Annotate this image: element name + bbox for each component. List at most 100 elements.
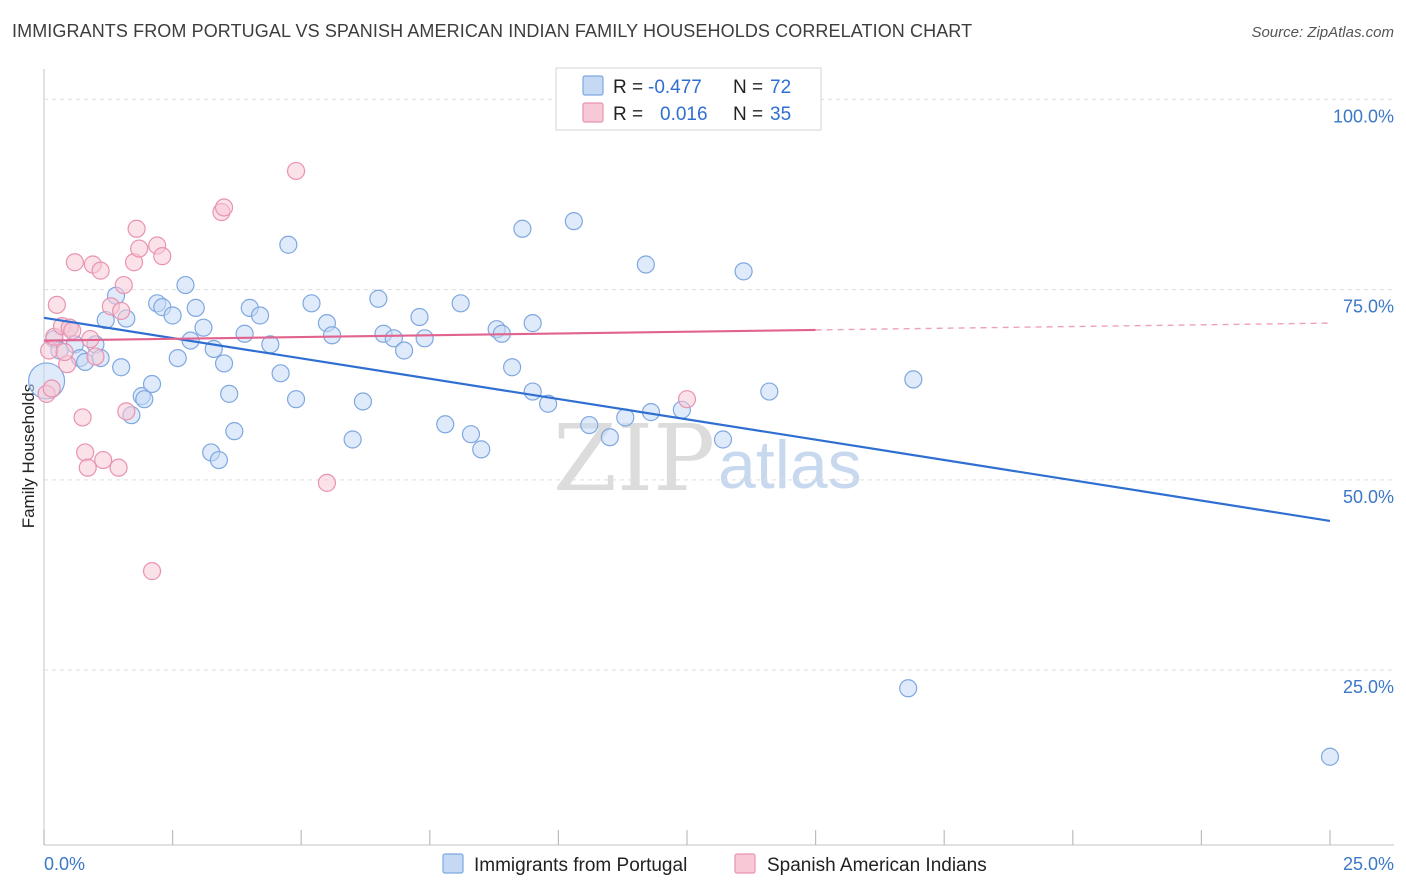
point-portugal xyxy=(564,212,583,231)
point-spanish-american-indian xyxy=(286,161,306,181)
point-portugal xyxy=(415,329,434,348)
watermark: ZIP atlas xyxy=(553,405,862,512)
point-portugal xyxy=(112,358,131,377)
point-spanish-american-indian xyxy=(109,458,128,477)
point-spanish-american-indian xyxy=(47,295,66,314)
point-spanish-american-indian xyxy=(112,301,131,321)
point-portugal xyxy=(176,275,195,295)
point-portugal xyxy=(513,219,532,238)
point-spanish-american-indian xyxy=(55,342,74,362)
point-portugal xyxy=(235,324,254,343)
point-spanish-american-indian xyxy=(65,253,84,272)
point-portugal xyxy=(186,298,205,317)
point-portugal xyxy=(1320,747,1340,766)
point-portugal xyxy=(760,382,779,401)
y-tick-label: 25.0% xyxy=(1343,677,1394,697)
point-spanish-american-indian xyxy=(117,402,136,421)
trend-line-spanish-american-indian xyxy=(43,328,816,342)
y-axis-label: Family Households xyxy=(19,384,38,529)
chart-title: IMMIGRANTS FROM PORTUGAL VS SPANISH AMER… xyxy=(12,21,973,41)
point-spanish-american-indian xyxy=(78,458,97,477)
point-portugal xyxy=(436,415,455,434)
legend-n-label: N = xyxy=(733,77,763,98)
point-portugal xyxy=(410,307,429,327)
y-tick-label: 100.0% xyxy=(1333,106,1394,126)
legend-swatch-spanish-american-indian xyxy=(582,102,604,123)
point-portugal xyxy=(194,318,213,337)
y-tick-label: 50.0% xyxy=(1343,487,1394,507)
point-spanish-american-indian xyxy=(114,275,133,295)
point-portugal xyxy=(600,428,619,447)
source-credit: Source: ZipAtlas.com xyxy=(1251,24,1394,41)
gridlines xyxy=(44,98,1394,671)
point-portugal xyxy=(713,430,733,449)
watermark-zip: ZIP xyxy=(553,405,715,512)
point-portugal xyxy=(286,390,306,409)
point-portugal xyxy=(353,392,373,411)
point-spanish-american-indian xyxy=(142,562,162,581)
series-legend: Immigrants from Portugal Spanish America… xyxy=(442,853,987,876)
point-portugal xyxy=(279,235,298,254)
trend-lines xyxy=(43,316,1331,522)
legend-n-value-spanish-american-indian: 35 xyxy=(770,104,791,125)
point-portugal xyxy=(369,289,388,308)
point-spanish-american-indian xyxy=(153,247,172,266)
legend-r-label: R = xyxy=(613,77,643,98)
point-portugal xyxy=(225,422,244,441)
point-spanish-american-indian xyxy=(73,408,92,427)
point-portugal xyxy=(539,394,558,413)
point-spanish-american-indian xyxy=(86,347,105,366)
bottom-legend-label-portugal: Immigrants from Portugal xyxy=(474,855,687,876)
y-tick-label: 75.0% xyxy=(1343,297,1394,317)
legend-swatch-portugal xyxy=(582,75,604,96)
point-portugal xyxy=(384,329,403,348)
point-spanish-american-indian xyxy=(91,261,110,280)
trend-line-spanish-american-indian-extension xyxy=(815,322,1331,331)
watermark-atlas: atlas xyxy=(718,427,862,503)
point-portugal xyxy=(142,374,162,394)
axes xyxy=(43,69,1394,846)
point-portugal xyxy=(163,306,182,325)
point-portugal xyxy=(734,262,753,281)
point-portugal xyxy=(135,390,154,409)
point-portugal xyxy=(503,358,522,377)
stats-legend: R = -0.477 N = 72 R = 0.016 N = 35 xyxy=(555,67,822,131)
bottom-legend-swatch-spanish-american-indian xyxy=(734,853,756,874)
x-axis-ticks xyxy=(43,830,1331,845)
point-portugal xyxy=(461,425,481,444)
point-spanish-american-indian xyxy=(42,379,61,398)
point-portugal xyxy=(580,415,599,435)
point-portugal xyxy=(214,354,234,373)
scatter-points xyxy=(27,161,1340,766)
point-spanish-american-indian xyxy=(317,473,337,492)
legend-r-value-portugal: -0.477 xyxy=(648,77,702,98)
point-spanish-american-indian xyxy=(214,198,234,217)
point-portugal xyxy=(302,294,321,313)
legend-n-value-portugal: 72 xyxy=(770,77,791,98)
point-portugal xyxy=(271,364,290,383)
x-tick-label-min: 0.0% xyxy=(44,854,85,874)
point-portugal xyxy=(220,384,239,403)
point-spanish-american-indian xyxy=(127,219,146,238)
point-portugal xyxy=(322,326,342,345)
point-portugal xyxy=(904,370,923,389)
point-portugal xyxy=(394,341,414,360)
point-portugal xyxy=(899,679,918,698)
point-portugal xyxy=(343,430,362,449)
point-spanish-american-indian xyxy=(677,390,697,409)
bottom-legend-label-spanish-american-indian: Spanish American Indians xyxy=(767,855,987,876)
point-spanish-american-indian xyxy=(76,443,95,462)
point-portugal xyxy=(523,314,542,333)
point-portugal xyxy=(209,450,228,470)
y-axis-tick-labels: 25.0% 50.0% 75.0% 100.0% xyxy=(1333,106,1394,697)
point-spanish-american-indian xyxy=(130,239,149,258)
point-spanish-american-indian xyxy=(63,321,82,340)
point-portugal xyxy=(523,382,542,401)
legend-r-value-spanish-american-indian: 0.016 xyxy=(660,104,708,125)
legend-r-label: R = xyxy=(613,104,643,125)
point-portugal xyxy=(451,294,470,313)
trend-line-portugal xyxy=(43,316,1331,522)
x-tick-label-max: 25.0% xyxy=(1343,854,1394,874)
bottom-legend-swatch-portugal xyxy=(442,853,464,874)
